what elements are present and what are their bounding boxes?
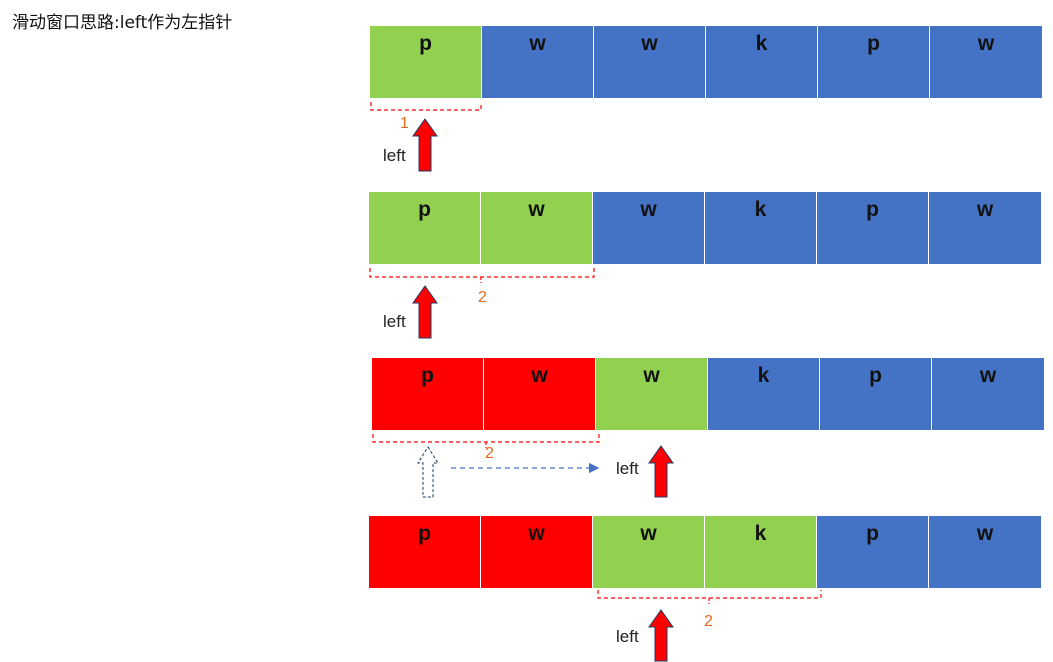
array-row-2: p w w k p w: [369, 192, 1041, 264]
array-cell: p: [817, 516, 929, 588]
array-cell: w: [481, 192, 593, 264]
array-cell: p: [817, 192, 929, 264]
array-row-4: p w w k p w: [369, 516, 1041, 588]
left-pointer-arrow: [412, 118, 438, 172]
array-cell: p: [820, 358, 932, 430]
window-length-label: 2: [485, 445, 494, 462]
array-cell: w: [484, 358, 596, 430]
left-pointer-label: left: [616, 459, 639, 478]
left-pointer-arrow: [648, 445, 674, 498]
array-cell: w: [930, 26, 1042, 98]
array-cell: k: [705, 192, 817, 264]
window-bracket: [370, 102, 482, 111]
window-length-label: 2: [704, 613, 713, 630]
array-row-1: p w w k p w: [370, 26, 1042, 98]
array-cell: p: [369, 516, 481, 588]
array-cell: w: [593, 192, 705, 264]
array-cell: k: [705, 516, 817, 588]
array-cell: p: [369, 192, 481, 264]
left-pointer-label: left: [383, 146, 406, 165]
window-length-label: 1: [400, 115, 409, 132]
diagram-title: 滑动窗口思路:left作为左指针: [12, 13, 233, 33]
previous-pointer-arrow: [417, 446, 439, 498]
array-cell: w: [596, 358, 708, 430]
left-pointer-label: left: [383, 312, 406, 331]
array-cell: w: [593, 516, 705, 588]
array-cell: w: [481, 516, 593, 588]
array-cell: w: [482, 26, 594, 98]
left-pointer-arrow: [412, 285, 438, 339]
array-row-3: p w w k p w: [372, 358, 1044, 430]
array-cell: k: [706, 26, 818, 98]
array-cell: p: [372, 358, 484, 430]
array-cell: p: [818, 26, 930, 98]
window-bracket: [372, 434, 600, 443]
array-cell: w: [594, 26, 706, 98]
array-cell: k: [708, 358, 820, 430]
array-cell: w: [929, 192, 1041, 264]
array-cell: p: [370, 26, 482, 98]
left-pointer-label: left: [616, 627, 639, 646]
array-cell: w: [932, 358, 1044, 430]
window-length-label: 2: [478, 289, 487, 306]
array-cell: w: [929, 516, 1041, 588]
window-bracket: [597, 590, 822, 599]
window-bracket: [369, 268, 595, 278]
left-pointer-arrow: [648, 609, 674, 662]
